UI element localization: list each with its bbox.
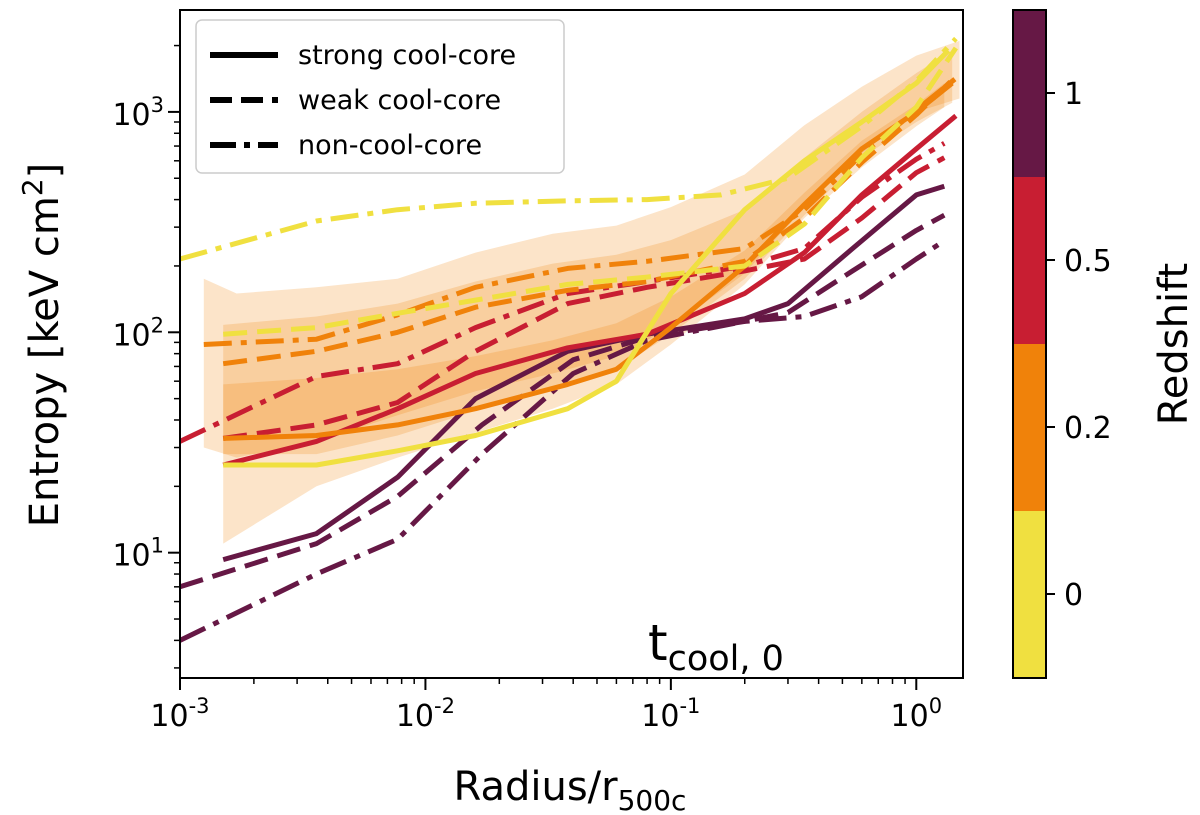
y-tick-base: 10 [112, 98, 150, 133]
colorbar-label: Redshift [1151, 263, 1197, 425]
x-tick-label: 10-1 [641, 694, 700, 734]
y-tick-exp: 3 [151, 93, 164, 117]
x-axis-label: Radius/r500c [454, 764, 687, 815]
y-tick-label: 103 [112, 93, 164, 133]
y-tick-base: 10 [112, 539, 150, 574]
tcool-annotation: tcool, 0 [648, 614, 784, 679]
colorbar-bin-z1 [1013, 10, 1046, 177]
axis-ticks [168, 44, 918, 690]
x-tick-label: 10-3 [150, 694, 209, 734]
colorbar-tick-label-z0: 0 [1064, 578, 1083, 613]
x-tick-exp: -1 [679, 694, 700, 718]
colorbar-tick-label-z0.5: 0.5 [1064, 244, 1112, 279]
series-line-z0-solid [223, 48, 951, 468]
series-line-z0.2-dashed [222, 74, 958, 367]
scatter-band-1 [223, 50, 953, 455]
series-lines [180, 36, 958, 643]
x-tick-base: 10 [891, 699, 929, 734]
x-tick-label: 100 [891, 694, 943, 734]
series-line-z0.2-solid [223, 81, 954, 441]
tick-labels: 10-3 10-2 10-1 100 101 102 103 [112, 93, 942, 734]
legend-label-strong: strong cool-core [298, 40, 516, 71]
plot-frame [179, 9, 964, 679]
y-axis-label-end: ] [22, 163, 68, 179]
y-tick-base: 10 [112, 318, 150, 353]
y-tick-label: 102 [112, 313, 164, 353]
colorbar-bin-z0 [1013, 511, 1046, 678]
colorbar: 0 0.2 0.5 1 Redshift [1012, 9, 1197, 679]
series-line-z0.5-dashed [222, 155, 946, 441]
confidence-bands [203, 40, 960, 544]
x-tick-exp: 0 [929, 694, 942, 718]
x-tick-base: 10 [396, 699, 434, 734]
x-tick-exp: -3 [189, 694, 210, 718]
colorbar-tick-label-z0.2: 0.2 [1064, 411, 1112, 446]
colorbar-bin-z0.2 [1013, 344, 1046, 511]
scatter-band-0 [203, 40, 960, 458]
y-axis-label-main: Entropy [keV cm [22, 196, 68, 527]
series-line-z0.2-dashdot [203, 76, 958, 347]
legend-box [195, 19, 565, 174]
y-tick-label: 101 [112, 534, 164, 574]
x-tick-exp: -2 [434, 694, 455, 718]
series-line-z0-dashdot [180, 36, 958, 262]
x-axis-label-main: Radius/r [454, 764, 619, 810]
colorbar-frame [1012, 9, 1047, 679]
colorbar-tick-label-z1: 1 [1064, 77, 1083, 112]
series-line-z0-dashed [223, 46, 958, 337]
x-tick-base: 10 [641, 699, 679, 734]
scatter-band-2 [223, 83, 945, 544]
legend-label-noncool: non-cool-core [298, 130, 482, 161]
y-tick-exp: 1 [151, 534, 164, 558]
y-axis-label: Entropy [keV cm2] [16, 163, 68, 528]
colorbar-bin-z0.5 [1013, 177, 1046, 344]
legend: strong cool-core weak cool-core non-cool… [195, 19, 565, 174]
series-line-z1-dashed [180, 213, 946, 590]
x-tick-base: 10 [150, 699, 188, 734]
annotation-main: t [648, 614, 668, 672]
x-axis-label-sub: 500c [618, 784, 687, 815]
legend-label-weak: weak cool-core [298, 85, 501, 116]
series-line-z1-dashdot [180, 238, 946, 643]
annotation-subscript: cool, 0 [668, 639, 784, 679]
y-axis-label-sup: 2 [16, 178, 49, 196]
x-tick-label: 10-2 [396, 694, 455, 734]
y-tick-exp: 2 [151, 313, 164, 337]
